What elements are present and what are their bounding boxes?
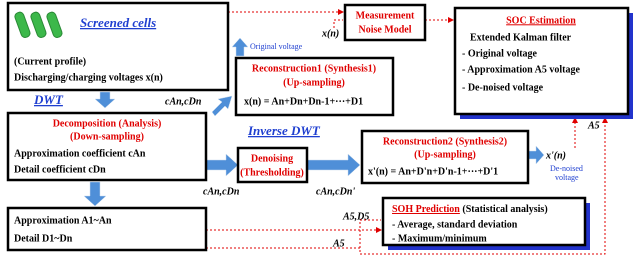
label: cAn,cDn <box>203 186 240 197</box>
label: De-noised <box>550 164 583 173</box>
node-line: - Maximum/minimum <box>392 233 487 244</box>
label: Original voltage <box>250 42 303 51</box>
node-title: Reconstruction1 (Synthesis1) <box>252 63 376 74</box>
node-subtitle: (Up-sampling) <box>283 77 345 88</box>
label: voltage <box>555 173 579 182</box>
diagram: Screened cells (Current profile) Dischar… <box>0 0 637 260</box>
arrow <box>212 96 232 116</box>
label: cAn,cDn' <box>316 186 355 197</box>
label: x(n) <box>321 28 339 39</box>
node-note: (Statistical analysis) <box>462 204 547 215</box>
arrow <box>206 154 238 176</box>
node-title: Reconstruction2 (Synthesis2) <box>383 136 507 147</box>
node-line: Approximation A1~An <box>14 215 112 226</box>
node-title: Denoising <box>251 153 293 164</box>
node-line: Extended Kalman filter <box>470 32 572 43</box>
node-line: (Current profile) <box>14 56 86 67</box>
connector <box>360 220 381 248</box>
arrow <box>528 146 544 164</box>
node-subtitle: Noise Model <box>358 24 411 35</box>
node-title: Decomposition (Analysis) <box>53 118 162 129</box>
arrow <box>95 92 115 108</box>
label: A5 <box>587 120 600 131</box>
node-title: Measurement <box>356 10 415 21</box>
node-line: x'(n) = An+D'n+D'n-1+···+D'1 <box>368 166 498 177</box>
arrow <box>84 182 106 206</box>
label: A5 <box>332 238 345 249</box>
label: cAn,cDn <box>165 96 202 107</box>
node-line: - Average, standard deviation <box>392 219 518 230</box>
node-subtitle: (Up-sampling) <box>414 149 476 160</box>
node-line: - De-noised voltage <box>462 82 544 93</box>
node-line: Detail D1~Dn <box>14 233 73 244</box>
node-title: SOC Estimation <box>506 15 576 26</box>
label: x'(n) <box>545 150 566 161</box>
node-line: Approximation coefficient cAn <box>14 148 146 159</box>
label: DWT <box>33 92 64 107</box>
node-title: SOH Prediction (Statistical analysis) <box>392 204 548 215</box>
node-subtitle: (Thresholding) <box>240 167 304 178</box>
arrow <box>307 154 360 176</box>
node-line: - Original voltage <box>462 48 538 59</box>
node-line: Discharging/charging voltages x(n) <box>14 72 163 83</box>
node-line: Detail coefficient cDn <box>14 164 106 175</box>
label: A5,D5 <box>342 211 369 222</box>
node-title: SOH Prediction <box>392 204 460 215</box>
battery-icons <box>14 11 63 39</box>
connector <box>334 20 343 28</box>
label: Inverse DWT <box>247 123 321 138</box>
arrow <box>232 38 248 56</box>
node-line: - Approximation A5 voltage <box>462 64 580 75</box>
node-line: x(n) = An+Dn+Dn-1+···+D1 <box>244 96 363 107</box>
node-title: Screened cells <box>80 15 156 30</box>
node-subtitle: (Down-sampling) <box>70 131 144 142</box>
